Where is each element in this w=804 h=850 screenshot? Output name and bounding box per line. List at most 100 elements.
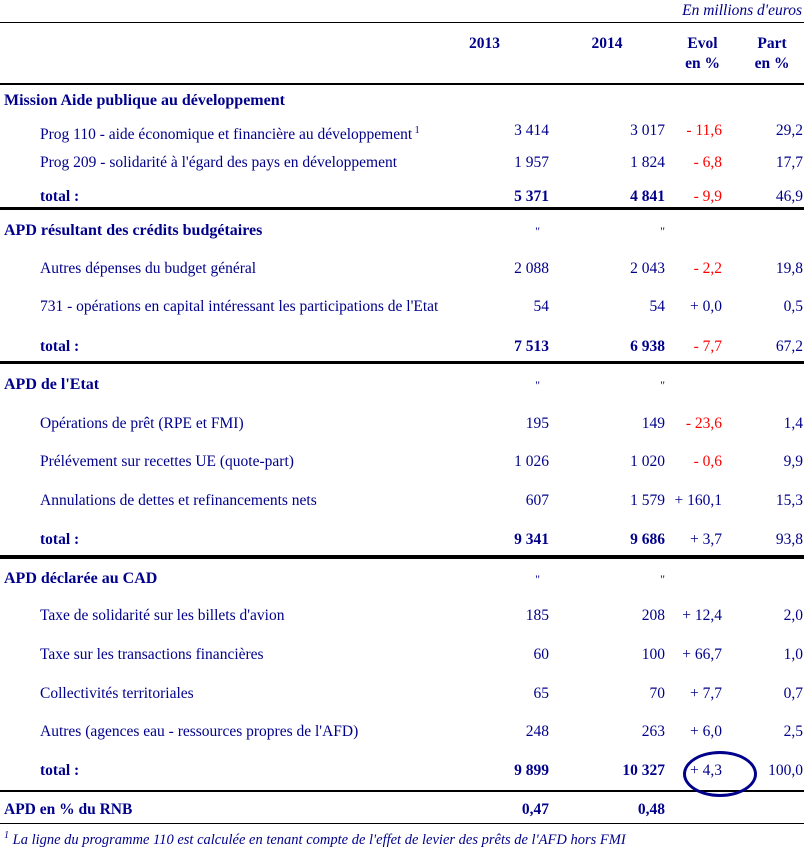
column-header-evol-line2: en % bbox=[685, 55, 720, 72]
value-2013: 9 341 bbox=[514, 531, 549, 548]
row-label: Annulations de dettes et refinancements … bbox=[40, 492, 317, 509]
row-label: Collectivités territoriales bbox=[40, 685, 194, 702]
value-evol bbox=[665, 221, 722, 241]
ditto-mark-2013: " bbox=[535, 572, 540, 586]
ditto-mark-2014: " bbox=[660, 224, 665, 238]
table-row: Collectivités territoriales 65 70 + 7,7 0,7 bbox=[0, 684, 804, 704]
value-2014: 10 327 bbox=[622, 762, 665, 779]
total-row: total : 9 341 9 686 + 3,7 93,8 bbox=[0, 530, 804, 550]
column-header-evol-line1: Evol bbox=[687, 35, 718, 52]
header-spacer bbox=[0, 34, 420, 74]
value-2013: 54 bbox=[533, 298, 550, 315]
table-row: Taxe sur les transactions financières 60 1… bbox=[0, 645, 804, 665]
value-2013: 60 bbox=[533, 646, 550, 663]
value-2013: 195 bbox=[525, 415, 549, 432]
rnb-label: APD en % du RNB bbox=[4, 801, 133, 818]
value-2013: 185 bbox=[525, 607, 549, 624]
section-title: APD déclarée au CAD bbox=[4, 570, 158, 587]
row-label: Prog 209 - solidarité à l'égard des pays… bbox=[40, 154, 398, 171]
column-header-2013: 2013 bbox=[469, 35, 500, 52]
section-title-row: Mission Aide publique au développement bbox=[0, 91, 804, 111]
value-part bbox=[722, 91, 804, 111]
ditto-mark-2014: " bbox=[660, 378, 665, 392]
total-row: total : 9 899 10 327 + 4,3 100,0 bbox=[0, 761, 804, 781]
value-evol: - 7,7 bbox=[693, 338, 722, 355]
value-evol: - 2,2 bbox=[693, 260, 722, 277]
section-title: APD de l'Etat bbox=[4, 376, 100, 393]
row-label: Prog 110 - aide économique et financière… bbox=[40, 125, 420, 144]
rule-below-header bbox=[0, 83, 804, 85]
value-2013: 1 957 bbox=[514, 154, 549, 171]
value-2013: 2 088 bbox=[514, 260, 549, 277]
table-row: Annulations de dettes et refinancements … bbox=[0, 491, 804, 511]
value-evol: + 7,7 bbox=[690, 685, 722, 702]
value-2014: 1 824 bbox=[630, 154, 665, 171]
table-row: Prélévement sur recettes UE (quote-part)… bbox=[0, 452, 804, 472]
total-row: total : 5 371 4 841 - 9,9 46,9 bbox=[0, 187, 804, 207]
value-2013: 5 371 bbox=[514, 188, 549, 205]
value-part: 9,9 bbox=[783, 453, 803, 470]
value-part: 19,8 bbox=[775, 260, 803, 277]
value-part bbox=[722, 221, 804, 241]
value-part: 2,5 bbox=[783, 723, 803, 740]
value-part bbox=[722, 375, 804, 395]
value-evol: + 66,7 bbox=[682, 646, 722, 663]
value-2013: 248 bbox=[525, 723, 549, 740]
value-evol: + 0,0 bbox=[690, 298, 722, 315]
value-evol: + 4,3 bbox=[690, 762, 722, 779]
value-part bbox=[722, 569, 804, 589]
value-part: 29,2 bbox=[775, 122, 803, 139]
table-row: Prog 209 - solidarité à l'égard des pays… bbox=[0, 153, 804, 173]
ditto-mark-2013: " bbox=[535, 378, 540, 392]
value-2014: 1 020 bbox=[630, 453, 665, 470]
value-evol: - 23,6 bbox=[685, 415, 722, 432]
ditto-mark-2013 bbox=[420, 91, 549, 111]
value-2013: 1 026 bbox=[514, 453, 549, 470]
column-header-2014: 2014 bbox=[591, 35, 623, 52]
value-part: 2,0 bbox=[783, 607, 803, 624]
value-evol bbox=[665, 91, 722, 111]
footnote-marker: 1 bbox=[4, 830, 9, 841]
rule-below-rnb bbox=[0, 823, 804, 824]
value-evol: + 12,4 bbox=[682, 607, 722, 624]
rnb-value-part bbox=[722, 800, 804, 820]
value-part: 17,7 bbox=[775, 154, 803, 171]
value-2014: 4 841 bbox=[630, 188, 665, 205]
row-label: Taxe sur les transactions financières bbox=[40, 646, 264, 663]
value-evol: + 3,7 bbox=[690, 531, 722, 548]
rule-section-1 bbox=[0, 207, 804, 210]
footnote-text: La ligne du programme 110 est calculée e… bbox=[12, 831, 626, 848]
value-part: 15,3 bbox=[775, 492, 803, 509]
value-evol bbox=[665, 569, 722, 589]
footnote-reference: 1 bbox=[412, 125, 420, 136]
value-evol: + 160,1 bbox=[674, 492, 723, 509]
rule-section-4 bbox=[0, 790, 804, 792]
column-header-part: Part en % bbox=[731, 34, 804, 74]
value-2014: 3 017 bbox=[630, 122, 665, 139]
value-2014: 263 bbox=[641, 723, 665, 740]
value-evol bbox=[665, 375, 722, 395]
total-label: total : bbox=[40, 762, 80, 779]
value-part: 100,0 bbox=[768, 762, 803, 779]
ditto-mark-2014: " bbox=[660, 572, 665, 586]
column-header-part-line2: en % bbox=[754, 55, 790, 72]
total-label: total : bbox=[40, 531, 80, 548]
value-part: 46,9 bbox=[775, 188, 803, 205]
row-label: Autres (agences eau - ressources propres… bbox=[40, 723, 359, 740]
section-title: APD résultant des crédits budgétaires bbox=[4, 222, 263, 239]
section-title: Mission Aide publique au développement bbox=[4, 92, 285, 109]
rnb-value-evol bbox=[665, 800, 722, 820]
column-header-part-line1: Part bbox=[757, 35, 787, 52]
value-2014: 100 bbox=[641, 646, 665, 663]
value-evol: - 9,9 bbox=[693, 188, 722, 205]
value-2013: 65 bbox=[533, 685, 550, 702]
value-part: 1,0 bbox=[783, 646, 803, 663]
row-label: Autres dépenses du budget général bbox=[40, 260, 257, 277]
value-part: 0,7 bbox=[783, 685, 803, 702]
value-part: 67,2 bbox=[775, 338, 803, 355]
row-label: Opérations de prêt (RPE et FMI) bbox=[40, 415, 244, 432]
value-evol: - 0,6 bbox=[693, 453, 722, 470]
row-label: Taxe de solidarité sur les billets d'avi… bbox=[40, 607, 285, 624]
value-2014: 149 bbox=[641, 415, 665, 432]
